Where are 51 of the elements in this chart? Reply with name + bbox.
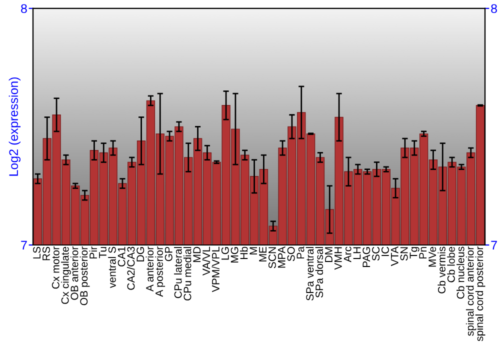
y2-tick-label: 8	[491, 4, 497, 14]
x-tick-label: Pn	[419, 247, 427, 258]
x-tick-label: SN	[400, 247, 408, 261]
x-tick-label: RS	[42, 246, 50, 260]
x-tick-label: VA/VL	[202, 246, 210, 276]
x-tick-label: A posterior	[155, 246, 166, 297]
x-tick-label: LH	[353, 247, 361, 260]
x-tick-label: Pir	[89, 246, 97, 258]
x-tick-label: Pa	[296, 246, 304, 258]
x-tick-label: Cx cingulate	[61, 246, 71, 304]
x-tick-label: SPa ventral	[306, 247, 314, 300]
x-tick-label: IC	[381, 246, 389, 256]
x-tick-label: LS	[33, 246, 41, 258]
x-tick-label: spinal cord posterior	[475, 246, 486, 342]
x-tick-label: MVe	[428, 246, 436, 267]
x-tick-label: Tu	[99, 247, 106, 258]
x-tick-label: SO	[287, 246, 295, 262]
x-tick-label: CPu lateral	[174, 247, 182, 298]
x-tick-label: Tg	[410, 247, 420, 258]
x-tick-label: Cx motor	[52, 246, 60, 289]
x-tick-label: Cb vermis	[438, 246, 446, 294]
x-tick-label: CA2/CA3	[126, 246, 135, 290]
x-tick-label: M	[250, 247, 258, 254]
x-tick-label: Hb	[240, 246, 248, 260]
y2-tick-label: 7	[491, 240, 497, 250]
x-tick-label: SPa dorsal	[315, 247, 324, 298]
x-tick-label: DM	[325, 247, 332, 262]
x-tick-label: MPA	[278, 246, 286, 268]
x-tick-label: LG	[221, 247, 229, 260]
x-tick-label: OB posterior	[80, 246, 90, 306]
x-tick-label: DG	[136, 247, 144, 262]
x-tick-label: Cb lobe	[447, 246, 455, 282]
x-tick-label: ME	[259, 246, 266, 262]
x-tick-label: A anterior	[146, 246, 154, 292]
x-tick-label: VPM/VPL	[212, 246, 220, 292]
x-tick-label: VMH	[334, 247, 342, 270]
x-tick-label: CPu medial	[183, 247, 192, 300]
x-tick-label: spinal cord anterior	[466, 246, 476, 336]
x-tick-label: ventral S	[108, 246, 116, 288]
x-tick-label: OB anterior	[70, 246, 78, 300]
x-tick-label: SCN	[268, 247, 276, 268]
x-tick-label: PAG	[362, 247, 370, 268]
x-tick-label: Arc	[344, 246, 352, 262]
y-axis-title: Log2 (expression)	[8, 77, 20, 176]
x-tick-label: SC	[372, 246, 380, 261]
x-tick-label: GP	[164, 246, 172, 262]
x-tick-label: CA1	[118, 246, 126, 266]
x-tick-label: MD	[193, 246, 201, 262]
x-tick-label: VTA	[391, 246, 398, 266]
x-tick-label: Cb nucleus	[456, 246, 464, 299]
x-tick-label: MG	[230, 247, 238, 263]
